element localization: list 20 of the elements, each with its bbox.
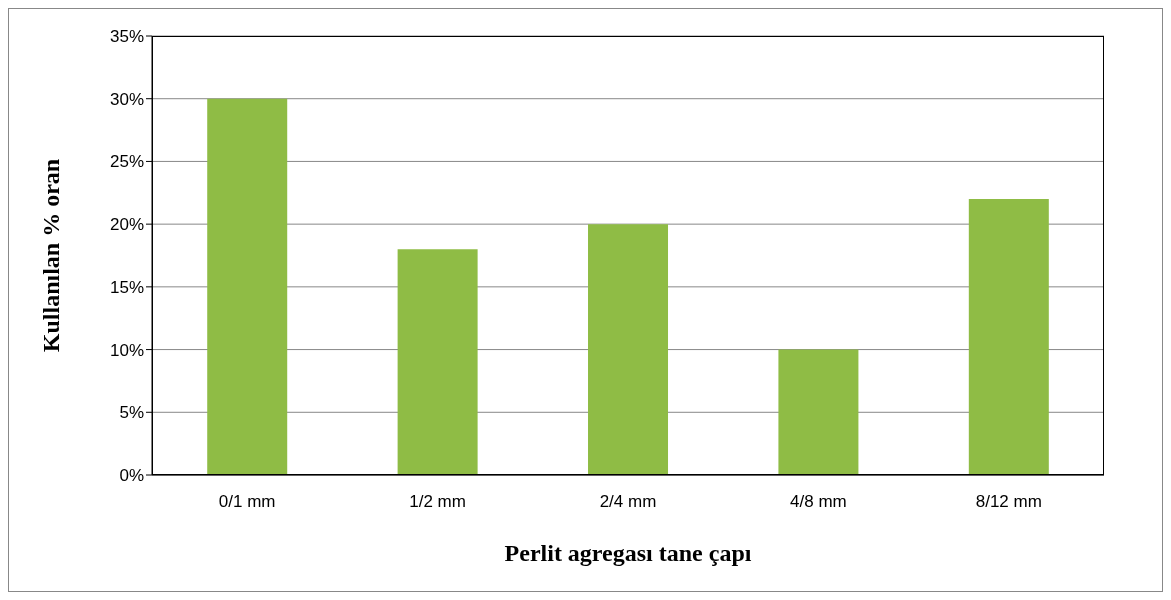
y-axis-title: Kullanılan % oran [37, 158, 64, 353]
y-tick-label: 0% [119, 466, 144, 486]
x-tick-label: 8/12 mm [975, 492, 1042, 512]
y-tick-label: 35% [109, 27, 144, 47]
x-tick-label: 2/4 mm [599, 492, 657, 512]
bar [207, 98, 288, 475]
x-tick-label: 0/1 mm [218, 492, 276, 512]
x-axis-title: Perlit agregası tane çapı [504, 540, 752, 566]
y-tick-label: 5% [119, 403, 144, 423]
x-tick-label: 1/2 mm [409, 492, 466, 512]
y-tick-label: 15% [109, 277, 144, 297]
y-tick-label: 20% [109, 215, 144, 235]
y-tick-label: 30% [109, 89, 144, 109]
x-tick-label: 4/8 mm [790, 492, 847, 512]
bar [588, 224, 669, 475]
y-tick-label: 25% [109, 152, 144, 172]
y-tick-label: 10% [109, 340, 144, 360]
bar [778, 349, 859, 475]
bar [968, 199, 1049, 475]
bar [397, 249, 478, 475]
